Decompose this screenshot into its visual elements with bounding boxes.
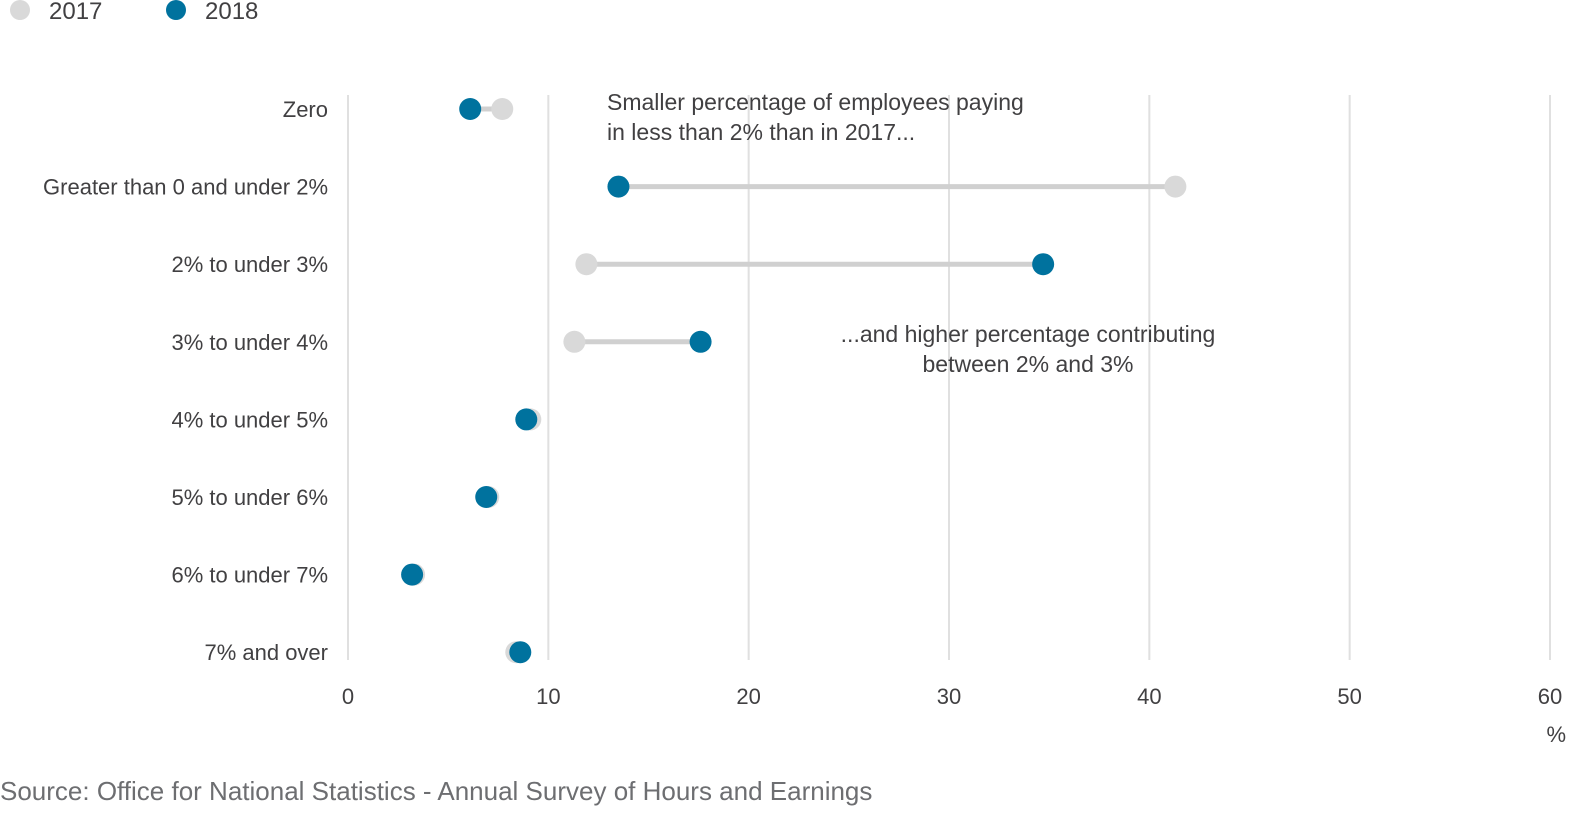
x-tick-label-10: 10	[536, 684, 560, 709]
x-tick-label-40: 40	[1137, 684, 1161, 709]
category-label-2: Greater than 0 and under 2%	[43, 175, 328, 200]
category-label-5: 4% to under 5%	[171, 407, 328, 432]
dot-2018-2	[607, 175, 630, 198]
legend-marker-2017	[10, 0, 30, 20]
dot-2018-3	[1032, 253, 1055, 276]
legend-label-2017: 2017	[49, 0, 102, 25]
source-note: Source: Office for National Statistics -…	[0, 776, 872, 806]
chart-legend: 2017 2018	[10, 0, 258, 25]
annotation-2-line-1: ...and higher percentage contributing	[841, 321, 1216, 347]
chart-gridlines	[347, 95, 1551, 660]
x-tick-label-30: 30	[937, 684, 961, 709]
x-tick-label-50: 50	[1337, 684, 1361, 709]
annotation-2-line-2: between 2% and 3%	[923, 351, 1134, 377]
chart-connectors	[412, 106, 1176, 655]
category-label-8: 7% and over	[204, 640, 328, 665]
dot-2017-4	[563, 330, 586, 353]
chart-dots	[401, 98, 1187, 664]
category-label-7: 6% to under 7%	[171, 563, 328, 588]
legend-marker-2018	[166, 0, 186, 20]
dot-2018-4	[689, 330, 712, 353]
x-axis-ticks: 0 10 20 30 40 50 60	[342, 684, 1562, 709]
dot-2018-6	[475, 486, 498, 508]
dot-2018-1	[459, 98, 482, 120]
category-labels: Zero Greater than 0 and under 2% 2% to und…	[43, 97, 328, 665]
dot-2017-1	[491, 98, 514, 120]
dot-2018-5	[515, 408, 538, 431]
category-label-3: 2% to under 3%	[171, 252, 328, 277]
dot-2018-8	[509, 641, 532, 664]
dot-2018-7	[401, 563, 424, 586]
x-tick-label-60: 60	[1538, 684, 1562, 709]
x-axis-unit-label: %	[1546, 722, 1566, 747]
x-tick-label-0: 0	[342, 684, 354, 709]
dot-2017-3	[575, 253, 598, 276]
category-label-4: 3% to under 4%	[171, 330, 328, 355]
annotation-1-line-1: Smaller percentage of employees paying	[607, 89, 1024, 115]
dot-2017-2	[1164, 175, 1187, 198]
annotation-1-line-2: in less than 2% than in 2017...	[607, 119, 915, 145]
legend-label-2018: 2018	[205, 0, 258, 25]
x-tick-label-20: 20	[736, 684, 760, 709]
category-label-1: Zero	[283, 97, 328, 122]
category-label-6: 5% to under 6%	[171, 485, 328, 510]
